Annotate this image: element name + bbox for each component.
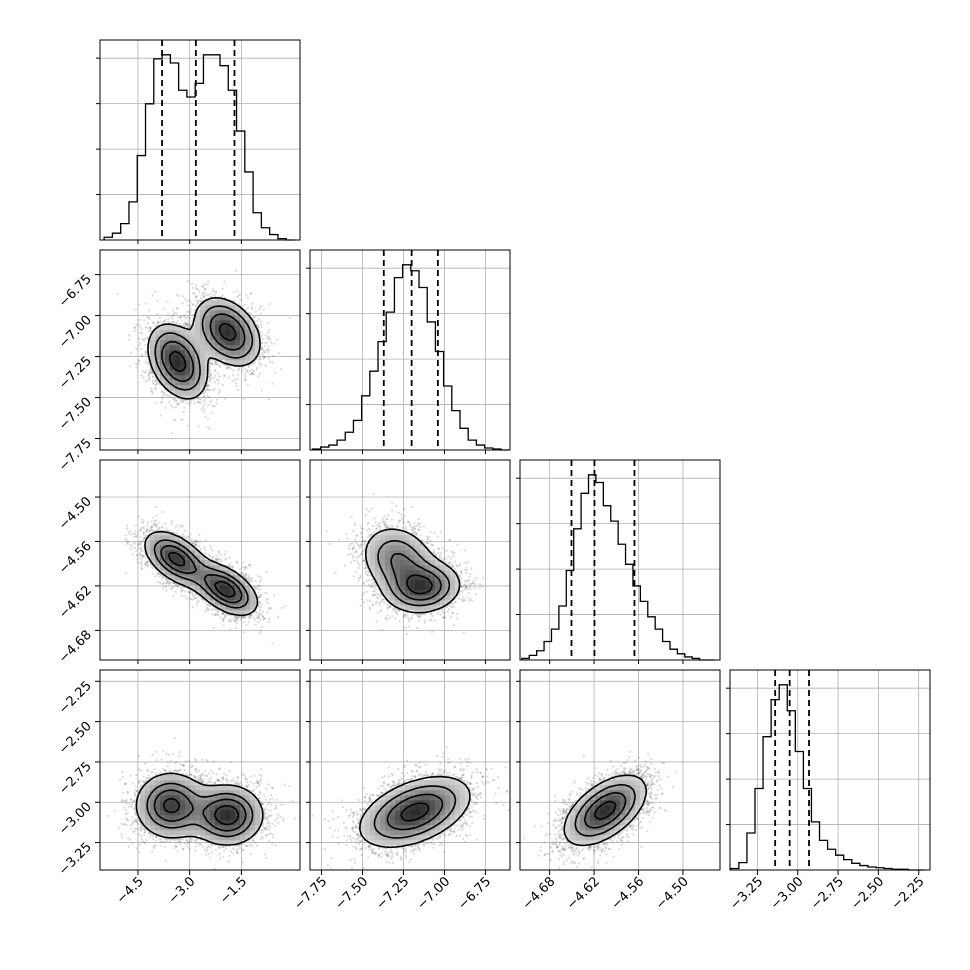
panel-frame-0-1 — [99, 249, 301, 451]
y-tick-label-1-0: −7.75 — [56, 436, 95, 475]
contours-2-3 — [563, 774, 648, 847]
contour-level-0 — [144, 530, 259, 617]
hist-panel-1 — [306, 249, 511, 451]
x-tick-label-3-3: −2.50 — [848, 874, 887, 913]
contour-level-2 — [583, 792, 627, 829]
contours-0-1 — [147, 297, 261, 400]
contour-level-2 — [386, 793, 444, 831]
y-tick-label-3-0: −3.25 — [56, 840, 95, 879]
panel-0-1 — [99, 249, 301, 451]
x-tick-label-1-0: −7.75 — [292, 874, 331, 913]
contour-level-1 — [154, 305, 254, 391]
x-tick-label-3-4: −2.25 — [889, 874, 928, 913]
panel-frame-1-2 — [309, 459, 511, 661]
x-tick-label-1-1: −7.50 — [333, 874, 372, 913]
hist-frame-2 — [519, 459, 721, 661]
hist-grid-2 — [520, 460, 720, 660]
contour-level-3 — [167, 552, 236, 598]
panel-frame-1-3 — [309, 669, 511, 871]
contour-level-2 — [390, 553, 443, 601]
x-tick-label-2-0: −4.68 — [520, 874, 559, 913]
contour-level-3 — [593, 800, 617, 821]
contour-level-2 — [160, 544, 243, 604]
hist-frame-1 — [309, 249, 511, 451]
x-tick-label-3-0: −3.25 — [727, 874, 766, 913]
contour-level-0 — [563, 774, 648, 847]
contour-level-0 — [359, 775, 471, 849]
hist-panel-2 — [516, 459, 721, 661]
y-tick-label-1-2: −7.25 — [56, 354, 95, 393]
panel-1-3 — [309, 669, 511, 871]
x-tick-label-1-2: −7.25 — [373, 874, 412, 913]
histogram-line-0 — [103, 54, 295, 241]
panel-2-3 — [519, 669, 721, 871]
hist-panel-0 — [96, 39, 301, 241]
hist-grid-3 — [730, 670, 930, 870]
hist-frame-3 — [729, 669, 931, 871]
x-tick-label-0-2: −1.5 — [217, 874, 250, 907]
contour-level-0 — [135, 772, 264, 846]
hist-panel-3 — [726, 669, 931, 871]
hist-grid-0 — [100, 40, 300, 240]
contour-level-3 — [162, 797, 240, 826]
contours-1-3 — [359, 775, 471, 849]
contour-level-3 — [406, 574, 433, 595]
contour-level-1 — [153, 539, 249, 609]
x-tick-label-2-3: −4.50 — [653, 874, 692, 913]
panel-frame-0-2 — [99, 459, 301, 661]
histogram-line-2 — [521, 474, 715, 661]
y-tick-label-2-1: −4.62 — [56, 583, 95, 622]
contours-1-2 — [364, 528, 461, 614]
hist-grid-1 — [310, 250, 510, 450]
x-tick-label-1-4: −6.75 — [455, 874, 494, 913]
y-tick-label-3-3: −2.50 — [56, 719, 95, 758]
contour-level-2 — [161, 313, 246, 383]
y-tick-label-1-3: −7.00 — [56, 313, 95, 352]
contours-0-3 — [135, 772, 264, 846]
x-tick-label-0-1: −3.0 — [166, 874, 199, 907]
y-tick-label-1-1: −7.50 — [56, 395, 95, 434]
y-tick-label-2-0: −4.68 — [56, 628, 95, 667]
panel-frame-2-3 — [519, 669, 721, 871]
x-tick-label-1-3: −7.00 — [414, 874, 453, 913]
x-tick-label-3-1: −3.00 — [768, 874, 807, 913]
contour-level-1 — [146, 782, 254, 838]
contour-level-0 — [364, 528, 461, 614]
x-tick-label-0-0: −4.5 — [114, 874, 147, 907]
x-tick-label-2-1: −4.62 — [564, 874, 603, 913]
histogram-line-3 — [730, 684, 925, 871]
y-tick-label-3-4: −2.25 — [56, 679, 95, 718]
x-tick-label-2-2: −4.56 — [609, 874, 648, 913]
contour-level-1 — [574, 783, 636, 837]
y-tick-label-2-3: −4.50 — [56, 494, 95, 533]
contours-0-2 — [144, 530, 259, 617]
panel-frame-0-3 — [99, 669, 301, 871]
y-tick-label-3-2: −2.75 — [56, 759, 95, 798]
contour-level-3 — [168, 322, 237, 373]
contour-level-0 — [147, 297, 261, 400]
y-tick-label-3-1: −3.00 — [56, 799, 95, 838]
panel-0-3 — [99, 669, 301, 871]
y-tick-label-2-2: −4.56 — [56, 539, 95, 578]
panel-1-2 — [309, 459, 511, 661]
contour-level-3 — [400, 802, 430, 822]
panel-0-2 — [99, 459, 301, 661]
contour-level-1 — [373, 785, 457, 839]
panel-grid-1-2 — [310, 460, 510, 660]
contour-level-2 — [153, 789, 247, 832]
contour-level-1 — [377, 539, 451, 607]
x-tick-label-3-2: −2.75 — [808, 874, 847, 913]
hist-frame-0 — [99, 39, 301, 241]
y-tick-label-1-4: −6.75 — [56, 272, 95, 311]
